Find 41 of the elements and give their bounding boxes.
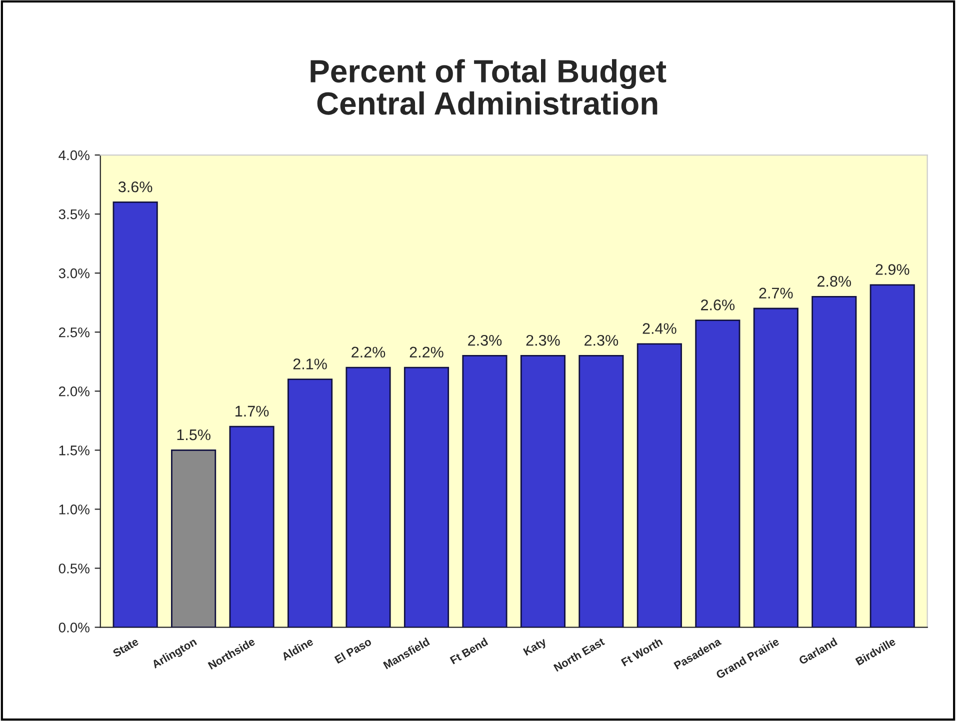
data-label: 2.7% <box>759 288 793 298</box>
data-label: 2.3% <box>526 334 560 346</box>
x-tick-label: El Paso <box>334 637 372 664</box>
data-label: 2.4% <box>642 323 676 334</box>
bar <box>578 355 624 628</box>
bar <box>171 449 216 628</box>
bar <box>287 378 333 628</box>
bar <box>112 202 158 628</box>
bar <box>812 296 857 628</box>
data-label: 2.1% <box>293 358 327 370</box>
y-tick-label: 3.5% <box>58 209 90 220</box>
y-tick-label: 2.0% <box>59 386 90 396</box>
chart-title: Percent of Total Budget Central Administration <box>310 59 666 115</box>
data-label: 2.3% <box>468 334 502 346</box>
bar <box>346 366 391 628</box>
data-label: 2.6% <box>701 300 735 310</box>
data-label: 2.2% <box>410 346 444 358</box>
y-tick-label: 3.0% <box>58 268 90 278</box>
bar <box>636 343 682 628</box>
y-tick-label: 1.5% <box>59 446 90 456</box>
y-tick-label: 0.5% <box>58 564 90 574</box>
data-label: 2.8% <box>818 276 852 287</box>
bar <box>753 308 798 628</box>
bar <box>229 426 274 628</box>
bar <box>870 284 915 628</box>
bar <box>695 320 740 628</box>
data-label: 3.6% <box>118 181 152 192</box>
bar <box>404 366 450 628</box>
y-tick-label: 2.5% <box>59 327 90 338</box>
data-label: 2.3% <box>584 334 618 346</box>
data-label: 2.9% <box>876 264 910 275</box>
data-label: 2.2% <box>352 346 386 358</box>
x-tick-label: Katy <box>522 637 548 658</box>
bar <box>462 355 508 628</box>
x-tick-label: State <box>112 637 140 658</box>
data-label: 1.7% <box>236 406 269 417</box>
y-tick-label: 1.0% <box>59 504 90 514</box>
y-tick-label: 0.0% <box>58 622 90 632</box>
bar <box>520 355 566 628</box>
data-label: 1.5% <box>177 429 210 440</box>
y-tick-label: 4.0% <box>58 150 90 160</box>
